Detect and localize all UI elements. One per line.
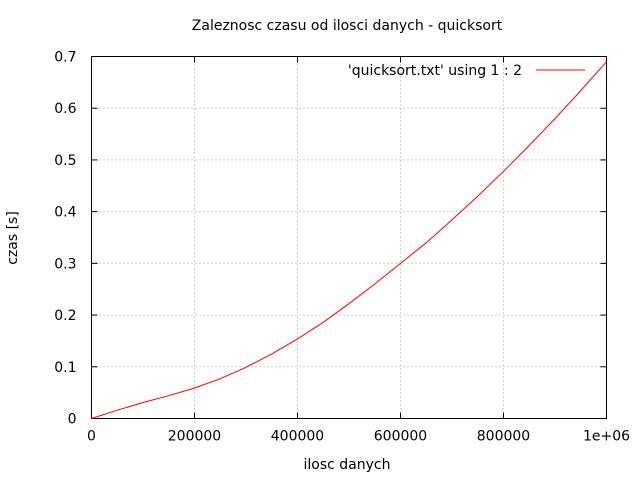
y-tick-label: 0 bbox=[68, 412, 77, 428]
legend-label: 'quicksort.txt' using 1 : 2 bbox=[348, 63, 522, 79]
x-axis-label: ilosc danych bbox=[304, 457, 391, 473]
y-tick-label: 0.3 bbox=[54, 256, 76, 272]
ticks: 0 200000 400000 600000 800000 1e+06 0 0.1 0.2 0.3… bbox=[54, 50, 630, 445]
grid bbox=[91, 56, 607, 419]
y-tick-label: 0.1 bbox=[54, 360, 76, 376]
y-tick-label: 0.2 bbox=[54, 308, 76, 324]
series-layer bbox=[91, 61, 607, 419]
x-tick-label: 1e+06 bbox=[583, 429, 630, 445]
series-line bbox=[91, 61, 607, 419]
y-axis-label: czas [s] bbox=[5, 211, 21, 265]
x-tick-label: 0 bbox=[87, 429, 96, 445]
y-tick-label: 0.4 bbox=[54, 205, 76, 221]
legend: 'quicksort.txt' using 1 : 2 bbox=[348, 63, 585, 79]
x-tick-label: 600000 bbox=[374, 429, 427, 445]
x-tick-label: 200000 bbox=[168, 429, 221, 445]
y-tick-label: 0.5 bbox=[54, 153, 76, 169]
x-tick-label: 400000 bbox=[271, 429, 324, 445]
y-tick-label: 0.6 bbox=[54, 101, 76, 117]
x-tick-label: 800000 bbox=[477, 429, 530, 445]
chart-title: Zaleznosc czasu od ilosci danych - quick… bbox=[192, 18, 503, 34]
plot-frame bbox=[91, 56, 607, 419]
y-tick-label: 0.7 bbox=[54, 50, 76, 66]
